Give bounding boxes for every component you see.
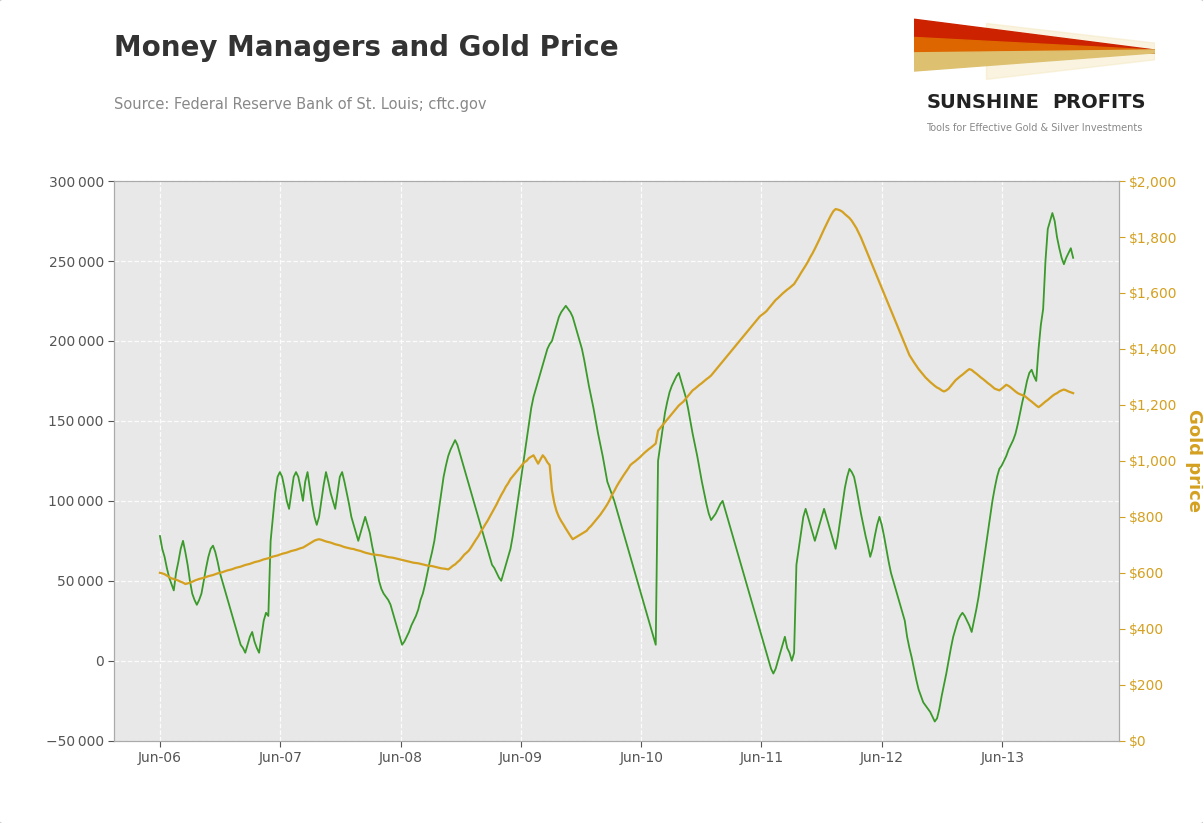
Polygon shape [986, 24, 1155, 80]
Text: Source: Federal Reserve Bank of St. Louis; cftc.gov: Source: Federal Reserve Bank of St. Loui… [114, 97, 487, 112]
Text: Money Managers and Gold Price: Money Managers and Gold Price [114, 34, 618, 62]
Text: Tools for Effective Gold & Silver Investments: Tools for Effective Gold & Silver Invest… [926, 123, 1143, 133]
Text: SUNSHINE: SUNSHINE [926, 93, 1039, 113]
Y-axis label: Gold price: Gold price [1185, 409, 1203, 513]
Polygon shape [914, 38, 1155, 58]
Polygon shape [914, 19, 1155, 53]
Text: PROFITS: PROFITS [1053, 93, 1146, 113]
Polygon shape [914, 50, 1155, 71]
